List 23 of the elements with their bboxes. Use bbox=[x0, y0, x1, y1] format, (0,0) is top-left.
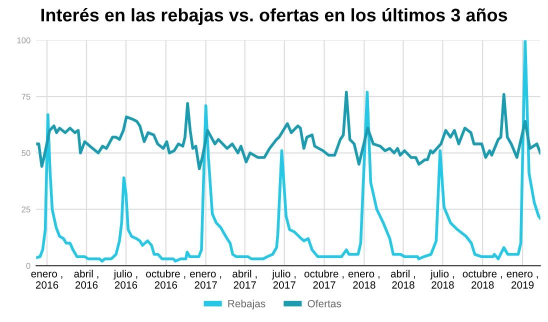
x-tick-label: julio , 2016 bbox=[114, 270, 138, 289]
x-tick-label: enero , 2016 bbox=[31, 272, 62, 289]
x-tick-label: julio , 2017 bbox=[272, 270, 296, 289]
x-tick-label: abril , 2016 bbox=[74, 270, 98, 289]
y-tick-label: 75 bbox=[22, 94, 30, 100]
chart-title: Interés en las rebajas vs. ofertas en los últimos 3 años bbox=[41, 8, 508, 26]
x-tick-label: enero , 2017 bbox=[190, 272, 222, 289]
y-tick-label: 100 bbox=[17, 37, 30, 44]
line-series bbox=[36, 90, 540, 170]
x-tick-label: octubre , 2016 bbox=[146, 270, 186, 289]
x-tick-label: julio , 2018 bbox=[430, 270, 454, 289]
y-tick-label: 0 bbox=[26, 262, 30, 269]
x-tick-label: abril , 2018 bbox=[390, 270, 416, 289]
line-series bbox=[36, 40, 540, 263]
x-tick-label: enero , 2019 bbox=[506, 272, 538, 289]
y-tick-label: 50 bbox=[22, 150, 30, 156]
legend-label: Ofertas bbox=[308, 300, 342, 308]
x-tick-label: octubre , 2017 bbox=[304, 270, 344, 289]
x-tick-label: abril , 2017 bbox=[232, 270, 257, 289]
x-tick-label: enero , 2018 bbox=[348, 272, 380, 289]
legend-label: Rebajas bbox=[228, 300, 266, 310]
x-tick-label: octubre , 2018 bbox=[462, 270, 502, 289]
y-tick-label: 25 bbox=[22, 206, 30, 212]
